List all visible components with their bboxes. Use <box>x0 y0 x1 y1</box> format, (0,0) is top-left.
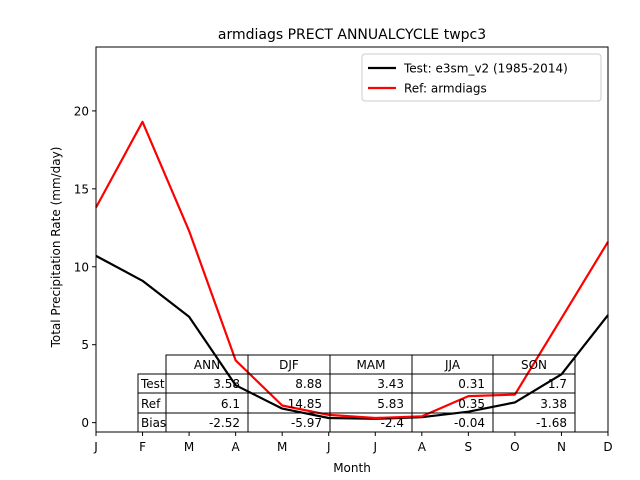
x-axis-label: Month <box>333 461 371 475</box>
x-tick-label: M <box>277 440 287 454</box>
series-line-test <box>95 254 609 420</box>
table-cell-value: 6.1 <box>221 397 240 411</box>
table-cell-value: -2.4 <box>381 416 404 430</box>
table-row-label: Ref <box>141 397 161 411</box>
x-tick-label: J <box>326 440 331 454</box>
legend-label: Ref: armdiags <box>404 82 487 96</box>
x-tick-label: F <box>139 440 146 454</box>
table-column-header: ANN <box>194 358 220 372</box>
table-cell <box>492 412 576 433</box>
x-tick-label: A <box>418 440 427 454</box>
table-column-header: DJF <box>279 358 299 372</box>
x-tick-label: D <box>603 440 612 454</box>
table-row-label: Bias <box>141 416 166 430</box>
y-tick-label: 20 <box>74 104 89 118</box>
legend-box <box>361 53 602 102</box>
table-cell-value: 3.58 <box>213 377 240 391</box>
x-tick-label: J <box>372 440 377 454</box>
table-column-header: SON <box>521 358 547 372</box>
x-tick-label: N <box>557 440 566 454</box>
x-tick-label: M <box>184 440 194 454</box>
x-tick-label: S <box>465 440 473 454</box>
table-cell-value: 0.35 <box>458 397 485 411</box>
series-line-ref <box>95 120 609 420</box>
table-cell-value: -5.97 <box>291 416 322 430</box>
y-tick-label: 0 <box>81 416 89 430</box>
table-cell-value: 5.83 <box>377 397 404 411</box>
x-tick-label: O <box>510 440 519 454</box>
x-tick-label: A <box>232 440 241 454</box>
table-cell-value: 8.88 <box>295 377 322 391</box>
chart-title: armdiags PRECT ANNUALCYCLE twpc3 <box>218 27 486 43</box>
table-row-label: Test <box>140 377 165 391</box>
y-tick-label: 10 <box>74 260 89 274</box>
y-tick-label: 5 <box>81 338 89 352</box>
y-tick-label: 15 <box>74 182 89 196</box>
table-cell-value: 1.7 <box>548 377 567 391</box>
table-column-header: MAM <box>357 358 386 372</box>
table-cell-value: -1.68 <box>536 416 567 430</box>
table-cell-value: -2.52 <box>209 416 240 430</box>
table-cell-value: 3.38 <box>540 397 567 411</box>
table-column-header: JJA <box>444 358 461 372</box>
x-tick-label: J <box>93 440 98 454</box>
legend-label: Test: e3sm_v2 (1985-2014) <box>403 62 568 76</box>
table-cell-value: -0.04 <box>454 416 485 430</box>
y-axis-label: Total Precipitation Rate (mm/day) <box>49 147 63 349</box>
table-cell-value: 14.85 <box>288 397 322 411</box>
table-cell-value: 0.31 <box>458 377 485 391</box>
table-cell-value: 3.43 <box>377 377 404 391</box>
